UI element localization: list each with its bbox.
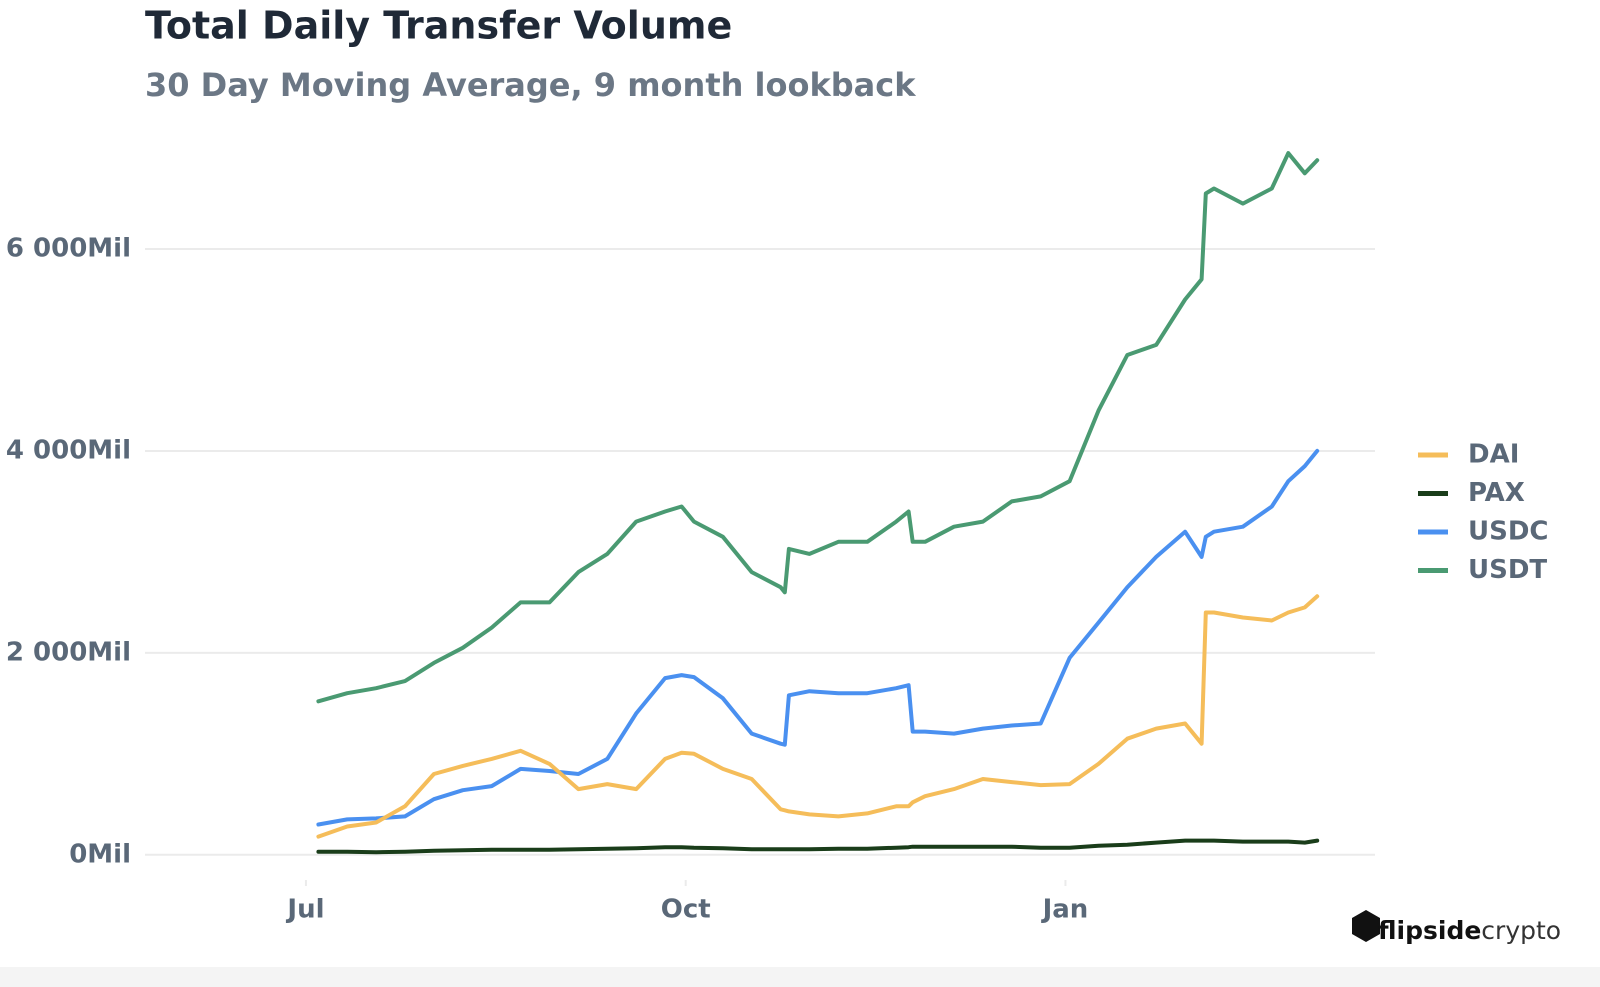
legend-label: DAI — [1468, 440, 1519, 470]
brand-bold: flipside — [1378, 916, 1481, 945]
chart-title: Total Daily Transfer Volume — [145, 4, 732, 48]
legend-label: USDT — [1468, 555, 1547, 585]
y-tick-label: 6 000Mil — [6, 234, 131, 264]
bottom-strip — [0, 967, 1600, 987]
brand-logo: flipsidecrypto — [1352, 910, 1561, 945]
x-tick-label: Oct — [661, 895, 711, 925]
chart-subtitle: 30 Day Moving Average, 9 month lookback — [145, 66, 916, 104]
y-tick-label: 2 000Mil — [6, 637, 131, 667]
series-line — [316, 594, 1320, 839]
y-tick-label: 0Mil — [69, 839, 131, 869]
brand-text: flipsidecrypto — [1378, 916, 1561, 945]
y-tick-label: 4 000Mil — [6, 435, 131, 465]
x-tick-label: Jul — [285, 895, 324, 925]
series-line — [316, 838, 1320, 855]
series-line — [316, 448, 1320, 827]
brand-light: crypto — [1481, 916, 1561, 945]
logo-icon — [1352, 910, 1380, 942]
legend-label: PAX — [1468, 478, 1525, 508]
series-line — [316, 151, 1320, 704]
x-tick-label: Jan — [1041, 895, 1089, 925]
legend-label: USDC — [1468, 517, 1549, 547]
